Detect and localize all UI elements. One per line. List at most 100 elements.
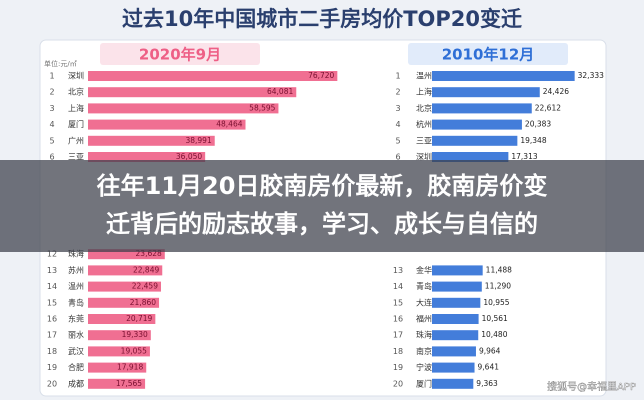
category: 武汉 — [68, 346, 84, 356]
value-label: 17,918 — [117, 363, 143, 372]
bar — [88, 249, 165, 260]
value-label: 11,488 — [486, 265, 512, 274]
rank: 1 — [49, 72, 54, 81]
bar — [88, 103, 279, 114]
value-label: 38,991 — [185, 136, 211, 145]
category: 南京 — [416, 346, 432, 356]
rank: 13 — [393, 266, 403, 275]
bar — [432, 103, 532, 114]
bar — [432, 314, 479, 324]
category: 三亚 — [416, 136, 432, 145]
bar — [88, 297, 160, 308]
value-label: 20,383 — [525, 120, 551, 129]
rank: 13 — [47, 266, 57, 275]
bar — [432, 281, 482, 292]
category: 深圳 — [416, 152, 432, 162]
category: 青岛 — [416, 281, 432, 291]
watermark: 搜狐号@幸福里APP — [547, 380, 636, 393]
category: 大连 — [416, 297, 432, 307]
rank: 3 — [49, 104, 54, 113]
value-label: 36,050 — [176, 152, 202, 161]
bar — [88, 71, 338, 81]
category: 东莞 — [68, 314, 84, 324]
value-label: 17,565 — [116, 379, 142, 388]
category: 杭州 — [416, 119, 432, 129]
rank: 3 — [395, 104, 400, 113]
bar — [88, 265, 163, 276]
value-label: 48,464 — [216, 120, 242, 129]
rank: 14 — [47, 282, 57, 291]
overlay-text: 往年11月20日胶南房价最新，胶南房价变 — [97, 172, 548, 200]
category: 上海 — [68, 103, 84, 113]
rank: 12 — [47, 250, 57, 259]
bar — [432, 346, 476, 357]
category: 厦门 — [68, 119, 84, 129]
value-label: 22,849 — [133, 265, 159, 274]
category: 丽水 — [68, 330, 84, 340]
value-label: 10,561 — [482, 314, 508, 323]
bar — [432, 330, 479, 341]
value-label: 10,955 — [483, 298, 509, 307]
value-label: 17,313 — [511, 152, 537, 161]
category: 珠海 — [416, 330, 432, 340]
value-label: 24,426 — [543, 87, 569, 96]
rank: 4 — [49, 120, 54, 129]
rank: 5 — [49, 136, 54, 145]
category: 厦门 — [416, 378, 432, 388]
value-label: 19,348 — [520, 136, 546, 145]
value-label: 9,363 — [476, 379, 498, 388]
rank: 20 — [47, 379, 57, 388]
value-label: 19,055 — [121, 346, 147, 355]
bar — [432, 362, 475, 373]
rank: 16 — [393, 315, 403, 324]
category: 合肥 — [68, 362, 84, 372]
rank: 16 — [47, 315, 57, 324]
subtitle-band — [408, 43, 568, 65]
value-label: 58,595 — [249, 103, 275, 112]
page-title: 过去10年中国城市二手房均价TOP20变迁 — [122, 7, 522, 31]
subtitle-band — [100, 43, 260, 65]
bar — [88, 152, 206, 162]
bar — [88, 330, 151, 341]
value-label: 21,860 — [130, 298, 156, 307]
value-label: 32,333 — [578, 71, 604, 80]
rank: 15 — [47, 298, 57, 307]
subtitle: 2020年9月 — [139, 46, 221, 64]
category: 温州 — [416, 72, 432, 81]
overlay-text: 迁背后的励志故事，学习、成长与自信的 — [106, 210, 538, 238]
rank: 5 — [395, 136, 400, 145]
value-label: 19,330 — [122, 330, 148, 339]
rank: 18 — [47, 347, 57, 356]
unit-label: 单位:元/㎡ — [44, 59, 77, 68]
rank: 4 — [395, 120, 400, 129]
rank: 6 — [395, 153, 400, 162]
category: 广州 — [68, 135, 84, 145]
category: 青岛 — [68, 297, 84, 307]
rank: 20 — [393, 379, 403, 388]
rank: 2 — [49, 88, 54, 97]
category: 北京 — [68, 87, 84, 97]
rank: 19 — [47, 363, 57, 372]
bar — [432, 135, 518, 146]
category: 苏州 — [68, 265, 84, 275]
value-label: 9,641 — [478, 363, 500, 372]
rank: 14 — [393, 282, 403, 291]
rank: 18 — [393, 347, 403, 356]
value-label: 9,964 — [479, 346, 501, 355]
bar — [432, 378, 474, 389]
bar — [88, 362, 147, 373]
bar — [88, 346, 150, 357]
bar — [432, 265, 483, 276]
category: 北京 — [416, 103, 432, 113]
rank: 6 — [49, 153, 54, 162]
value-label: 20,719 — [126, 314, 152, 323]
bar — [432, 152, 509, 162]
rank: 17 — [393, 331, 403, 340]
bar — [432, 297, 481, 308]
value-label: 10,480 — [481, 330, 507, 339]
value-label: 23,628 — [136, 249, 162, 258]
bar — [432, 119, 522, 130]
category: 珠海 — [68, 249, 84, 259]
